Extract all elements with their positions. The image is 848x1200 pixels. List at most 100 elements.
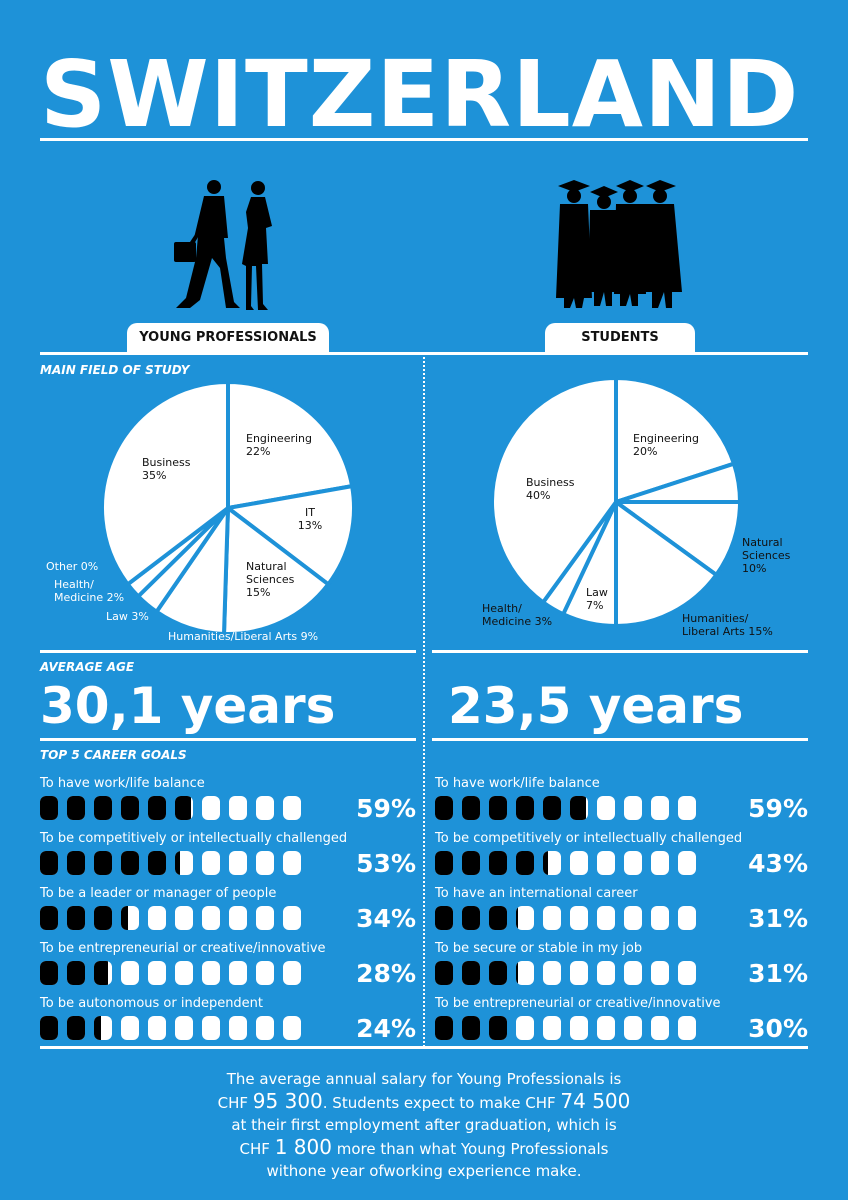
currency: CHF xyxy=(239,1140,270,1158)
salary-line-5: withone year ofworking experience make. xyxy=(266,1162,582,1180)
bar-segment xyxy=(570,796,588,820)
pie-label-other: Other 0% xyxy=(46,560,98,573)
bar-segment xyxy=(94,1016,112,1040)
bar-segment xyxy=(283,961,301,985)
bar-segment xyxy=(40,796,58,820)
bar-segment xyxy=(570,851,588,875)
bar-segment xyxy=(229,851,247,875)
career-goal-percent: 34% xyxy=(356,904,416,933)
bar-segment xyxy=(175,851,193,875)
bar-segment xyxy=(462,906,480,930)
bar-segment xyxy=(148,1016,166,1040)
bar-segment xyxy=(678,851,696,875)
bar-segment xyxy=(651,961,669,985)
salary-line-4: CHF 1 800 more than what Young Professio… xyxy=(0,1136,848,1160)
bar-segment xyxy=(202,796,220,820)
bar-segment xyxy=(435,906,453,930)
career-goal-bar xyxy=(435,1016,696,1040)
bar-segment xyxy=(462,1016,480,1040)
bar-segment xyxy=(148,796,166,820)
bar-segment xyxy=(597,851,615,875)
salary-summary: The average annual salary for Young Prof… xyxy=(0,1068,848,1182)
bar-segment xyxy=(283,1016,301,1040)
bar-segment xyxy=(489,906,507,930)
career-goal-row: To be a leader or manager of people 34% xyxy=(40,886,416,938)
career-goal-label: To be autonomous or independent xyxy=(40,996,264,1011)
bar-segment xyxy=(202,1016,220,1040)
bar-segment xyxy=(516,961,534,985)
bar-segment xyxy=(489,851,507,875)
pie-slice-humanities-liberal-arts xyxy=(614,500,719,628)
bar-segment xyxy=(148,906,166,930)
column-divider xyxy=(423,352,425,1047)
pie-label-it: IT 5% xyxy=(696,484,727,497)
field-divider-right xyxy=(432,650,808,653)
bar-segment xyxy=(651,906,669,930)
pie-label-law: Law 7% xyxy=(586,586,608,612)
average-age-young-professionals: 30,1 years xyxy=(40,677,336,735)
career-goal-label: To be competitively or intellectually ch… xyxy=(40,831,348,846)
pie-slice-business xyxy=(490,376,618,605)
bar-segment xyxy=(678,796,696,820)
bar-segment xyxy=(40,906,58,930)
bar-segment xyxy=(570,961,588,985)
salary-students: 74 500 xyxy=(560,1089,631,1113)
title-divider xyxy=(40,138,808,141)
bar-segment xyxy=(489,796,507,820)
bar-segment xyxy=(148,961,166,985)
salary-text: more than what Young Professionals xyxy=(336,1140,609,1158)
pie-slice-it xyxy=(226,484,356,587)
salary-line-1: The average annual salary for Young Prof… xyxy=(226,1070,622,1088)
career-goal-label: To be secure or stable in my job xyxy=(435,941,643,956)
bar-segment xyxy=(597,906,615,930)
section-career-goals: TOP 5 CAREER GOALS xyxy=(40,748,187,762)
bar-segment xyxy=(678,1016,696,1040)
bar-segment xyxy=(283,851,301,875)
field-divider-left xyxy=(40,650,416,653)
bar-segment xyxy=(516,796,534,820)
career-goal-bar xyxy=(40,961,301,985)
bar-segment xyxy=(283,796,301,820)
currency: CHF xyxy=(217,1094,248,1112)
bar-segment xyxy=(462,851,480,875)
bar-segment xyxy=(202,851,220,875)
bar-segment xyxy=(624,906,642,930)
bar-segment xyxy=(435,851,453,875)
bar-segment xyxy=(435,961,453,985)
bar-segment xyxy=(121,796,139,820)
career-goal-label: To have work/life balance xyxy=(435,776,600,791)
career-goal-row: To be competitively or intellectually ch… xyxy=(435,831,808,883)
career-goal-row: To be entrepreneurial or creative/innova… xyxy=(40,941,416,993)
bar-segment xyxy=(256,851,274,875)
bar-segment xyxy=(40,1016,58,1040)
section-field-of-study: MAIN FIELD OF STUDY xyxy=(40,363,190,377)
bar-segment xyxy=(462,796,480,820)
bar-segment xyxy=(229,906,247,930)
bar-segment xyxy=(256,796,274,820)
career-goal-row: To be competitively or intellectually ch… xyxy=(40,831,416,883)
bar-segment xyxy=(175,796,193,820)
career-goal-label: To be entrepreneurial or creative/innova… xyxy=(435,996,721,1011)
bar-segment xyxy=(543,796,561,820)
career-goal-bar xyxy=(40,851,301,875)
pie-label-health-medicine: Health/Medicine 3% xyxy=(482,602,552,628)
career-goal-percent: 43% xyxy=(748,849,808,878)
graduates-icon xyxy=(556,180,682,308)
bar-segment xyxy=(570,1016,588,1040)
pie-slice-engineering xyxy=(614,376,736,504)
section-average-age: AVERAGE AGE xyxy=(40,660,135,674)
pie-label-it: IT 13% xyxy=(298,506,322,532)
salary-difference: 1 800 xyxy=(274,1135,332,1159)
bar-segment xyxy=(148,851,166,875)
age-divider-right xyxy=(432,738,808,741)
bar-segment xyxy=(597,796,615,820)
bar-segment xyxy=(516,906,534,930)
bar-segment xyxy=(40,851,58,875)
bar-segment xyxy=(435,1016,453,1040)
bar-segment xyxy=(543,961,561,985)
career-goal-percent: 31% xyxy=(748,959,808,988)
career-goal-label: To be competitively or intellectually ch… xyxy=(435,831,743,846)
career-goal-bar xyxy=(435,796,696,820)
bar-segment xyxy=(229,796,247,820)
pie-label-business: Business 35% xyxy=(142,456,191,482)
